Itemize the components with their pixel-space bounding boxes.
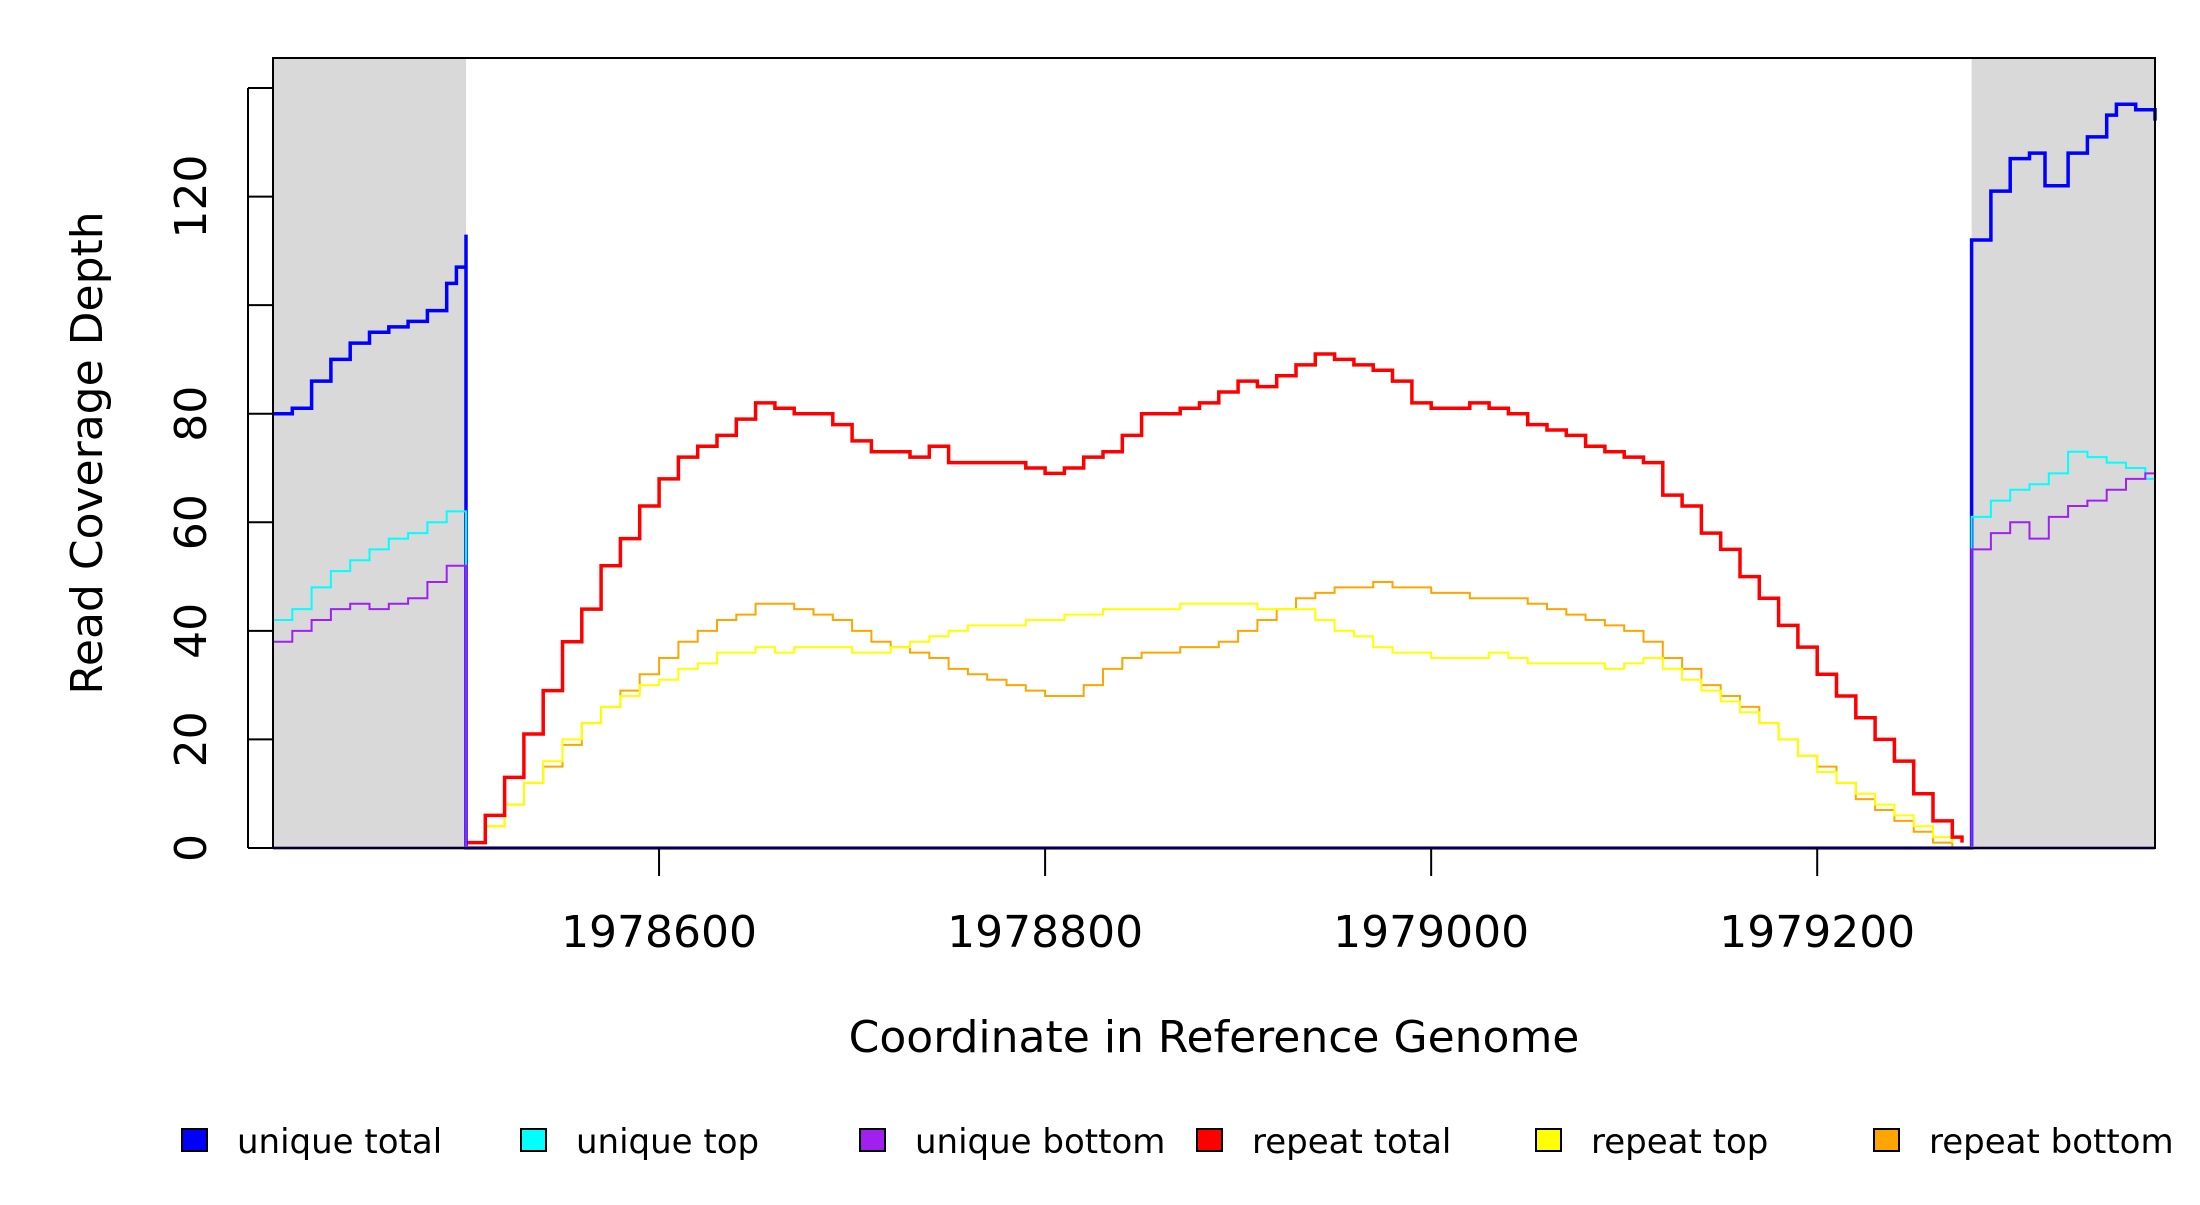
legend-swatch xyxy=(859,1128,886,1152)
y-axis: 0 20 40 60 80 120 xyxy=(166,87,273,862)
legend-label: unique bottom xyxy=(915,1122,1165,1162)
y-tick-label: 40 xyxy=(166,603,217,659)
series-line-unique-total xyxy=(273,102,2157,850)
y-tick-label: 20 xyxy=(166,711,217,767)
legend-item: repeat total xyxy=(1196,1122,1451,1162)
legend-item: repeat bottom xyxy=(1873,1122,2174,1162)
x-tick-label: 1978600 xyxy=(561,907,757,958)
x-tick-label: 1979000 xyxy=(1333,907,1529,958)
legend-swatch xyxy=(1873,1128,1900,1152)
series-lines xyxy=(273,102,2157,850)
legend-item: unique bottom xyxy=(859,1122,1165,1162)
y-tick-label: 0 xyxy=(166,834,217,862)
series-line-repeat-total xyxy=(466,352,1964,845)
plot-frame xyxy=(272,57,2156,849)
y-tick-label: 80 xyxy=(166,386,217,442)
legend-label: unique total xyxy=(237,1122,442,1162)
series-line-repeat-bottom xyxy=(466,581,1954,848)
legend-item: repeat top xyxy=(1535,1122,1768,1162)
x-axis-title: Coordinate in Reference Genome xyxy=(849,1012,1580,1063)
legend-swatch xyxy=(1535,1128,1562,1152)
legend-item: unique total xyxy=(181,1122,442,1162)
legend-label: repeat top xyxy=(1591,1122,1768,1162)
legend-swatch xyxy=(520,1128,547,1152)
shaded-regions xyxy=(273,58,2155,848)
x-axis: 1978600 1978800 1979000 1979200 xyxy=(561,847,1915,958)
legend-swatch xyxy=(181,1128,208,1152)
x-tick-label: 1978800 xyxy=(947,907,1143,958)
y-tick-label: 120 xyxy=(166,155,217,239)
series-line-unique-top xyxy=(273,450,2156,849)
series-line-repeat-top xyxy=(466,602,1954,844)
legend-label: repeat total xyxy=(1252,1122,1451,1162)
legend: unique total unique top unique bottom repea… xyxy=(181,1122,2174,1162)
legend-swatch xyxy=(1196,1128,1223,1152)
shaded-region-2 xyxy=(1971,58,2155,848)
legend-label: unique top xyxy=(576,1122,759,1162)
y-tick-label: 60 xyxy=(166,494,217,550)
shaded-region-1 xyxy=(273,58,467,848)
series-line-unique-bottom xyxy=(273,468,2156,849)
x-tick-label: 1979200 xyxy=(1719,907,1915,958)
y-axis-title: Read Coverage Depth xyxy=(62,211,113,694)
legend-item: unique top xyxy=(520,1122,759,1162)
legend-label: repeat bottom xyxy=(1929,1122,2174,1162)
